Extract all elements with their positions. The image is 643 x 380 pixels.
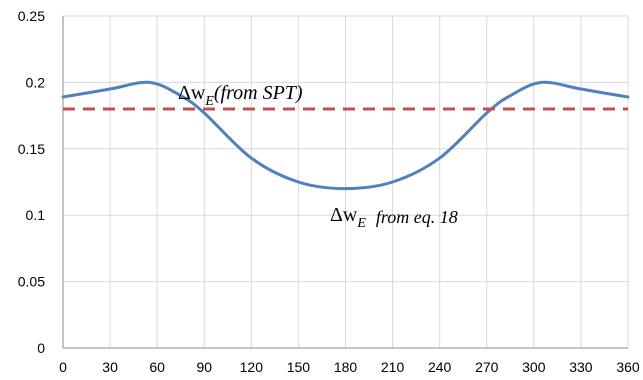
axes <box>62 16 628 349</box>
x-tick-label: 270 <box>475 359 499 375</box>
y-tick-label: 0.2 <box>26 74 46 90</box>
y-tick-label: 0.15 <box>18 141 45 157</box>
x-tick-label: 120 <box>240 359 264 375</box>
x-tick-label: 330 <box>569 359 593 375</box>
y-tick-label: 0.05 <box>18 274 45 290</box>
y-tick-labels: 0 0.05 0.1 0.15 0.2 0.25 <box>18 8 45 356</box>
series-line-solid <box>61 80 630 191</box>
annotation-spt: ΔwE(from SPT) <box>178 82 303 109</box>
y-tick-label: 0.25 <box>18 8 45 24</box>
y-tick-label: 0 <box>37 340 45 356</box>
x-tick-label: 360 <box>616 359 640 375</box>
x-tick-label: 180 <box>334 359 358 375</box>
series-group <box>61 80 630 191</box>
y-tick-label: 0.1 <box>26 207 46 223</box>
x-tick-label: 300 <box>522 359 546 375</box>
x-tick-label: 0 <box>59 359 67 375</box>
x-tick-label: 150 <box>287 359 311 375</box>
annotation-eq18: ΔwE from eq. 18 <box>330 204 458 231</box>
x-tick-label: 60 <box>149 359 165 375</box>
x-tick-label: 240 <box>428 359 452 375</box>
x-tick-label: 210 <box>381 359 405 375</box>
x-tick-label: 30 <box>102 359 118 375</box>
x-tick-labels: 0 30 60 90 120 150 180 210 240 270 300 330 360 <box>59 359 640 375</box>
grid-lines <box>62 15 629 349</box>
x-tick-label: 90 <box>196 359 212 375</box>
